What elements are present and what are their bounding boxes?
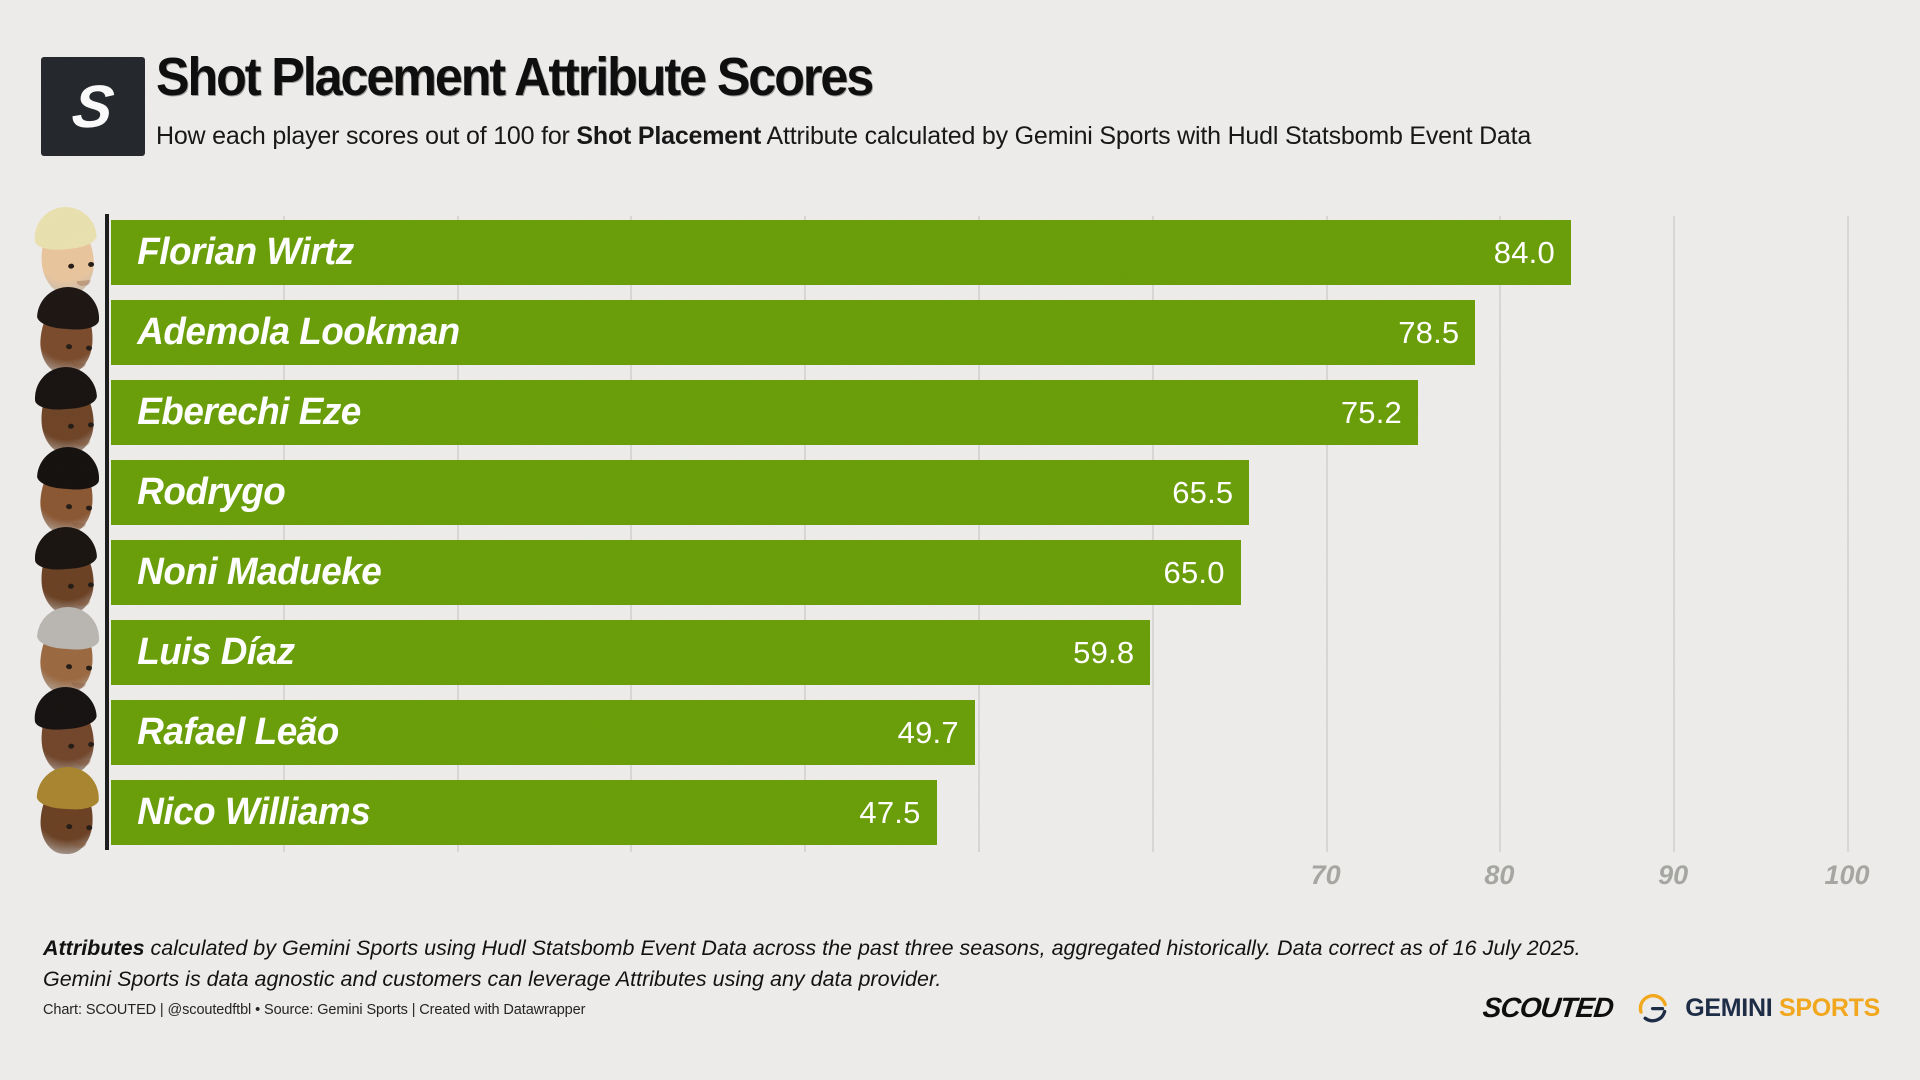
scouted-wordmark: SCOUTED <box>1481 992 1615 1023</box>
score-value: 65.0 <box>1163 554 1225 590</box>
chart-subtitle: How each player scores out of 100 for Sh… <box>156 122 1531 151</box>
subtitle-attribute-name: Shot Placement <box>576 122 762 150</box>
score-bar[interactable]: Ademola Lookman 78.5 <box>111 300 1476 365</box>
gemini-sports-wordmark: GEMINI SPORTS <box>1685 994 1880 1023</box>
branding-row: SCOUTED GEMINI SPORTS <box>1481 988 1881 1028</box>
gridline-100 <box>1847 216 1849 852</box>
scouted-logo-square: S <box>41 57 145 156</box>
footnote-line1: Attributes calculated by Gemini Sports u… <box>43 936 1581 961</box>
player-avatar <box>26 765 109 861</box>
player-name: Eberechi Eze <box>137 391 361 433</box>
footnote-bold-word: Attributes <box>43 936 145 960</box>
x-tick-label-80: 80 <box>1484 860 1515 890</box>
player-name: Rafael Leão <box>137 711 339 753</box>
chart-title: Shot Placement Attribute Scores <box>156 47 874 107</box>
x-tick-label-100: 100 <box>1824 860 1870 890</box>
score-value: 75.2 <box>1340 394 1402 430</box>
bar-row: Luis Díaz 59.8 <box>28 604 1152 696</box>
chart-byline: Chart: SCOUTED | @scoutedftbl • Source: … <box>43 1002 586 1018</box>
player-name: Ademola Lookman <box>137 311 460 353</box>
score-bar[interactable]: Nico Williams 47.5 <box>111 780 937 845</box>
bar-row: Noni Madueke 65.0 <box>28 524 1243 616</box>
score-bar[interactable]: Rafael Leão 49.7 <box>111 700 975 765</box>
score-value: 59.8 <box>1073 634 1135 670</box>
score-value: 78.5 <box>1398 314 1460 350</box>
score-value: 49.7 <box>897 714 959 750</box>
bar-row: Eberechi Eze 75.2 <box>28 364 1420 456</box>
score-bar[interactable]: Rodrygo 65.5 <box>111 460 1250 525</box>
score-bar[interactable]: Eberechi Eze 75.2 <box>111 380 1418 445</box>
footnote-line1-rest: calculated by Gemini Sports using Hudl S… <box>144 936 1581 960</box>
gridline-80 <box>1499 216 1502 852</box>
player-name: Florian Wirtz <box>137 231 354 273</box>
bar-row: Rafael Leão 49.7 <box>28 684 977 777</box>
score-bar[interactable]: Noni Madueke 65.0 <box>111 540 1241 605</box>
bar-row: Florian Wirtz 84.0 <box>28 204 1573 297</box>
footnote-line2: Gemini Sports is data agnostic and custo… <box>43 967 942 991</box>
sports-word: SPORTS <box>1779 993 1880 1022</box>
player-name: Rodrygo <box>137 471 286 513</box>
score-value: 47.5 <box>859 794 921 830</box>
score-bar[interactable]: Florian Wirtz 84.0 <box>111 220 1571 285</box>
bar-row: Rodrygo 65.5 <box>28 444 1251 536</box>
player-name: Nico Williams <box>137 791 371 833</box>
scouted-s-icon: S <box>68 72 118 140</box>
score-value: 84.0 <box>1493 234 1555 270</box>
y-axis-line <box>105 214 109 850</box>
score-value: 65.5 <box>1172 474 1234 510</box>
player-name: Noni Madueke <box>137 551 382 593</box>
bar-row: Ademola Lookman 78.5 <box>28 284 1477 376</box>
gemini-sports-g-icon <box>1639 993 1668 1023</box>
x-tick-label-70: 70 <box>1310 860 1341 890</box>
player-name: Luis Díaz <box>137 631 295 673</box>
gridline-90 <box>1673 216 1676 852</box>
gemini-word: GEMINI <box>1685 993 1773 1022</box>
x-tick-label-90: 90 <box>1658 860 1689 890</box>
subtitle-suffix: Attribute calculated by Gemini Sports wi… <box>761 122 1532 150</box>
bar-row: Nico Williams 47.5 <box>28 765 939 856</box>
subtitle-prefix: How each player scores out of 100 for <box>156 122 577 150</box>
score-bar[interactable]: Luis Díaz 59.8 <box>111 620 1151 685</box>
